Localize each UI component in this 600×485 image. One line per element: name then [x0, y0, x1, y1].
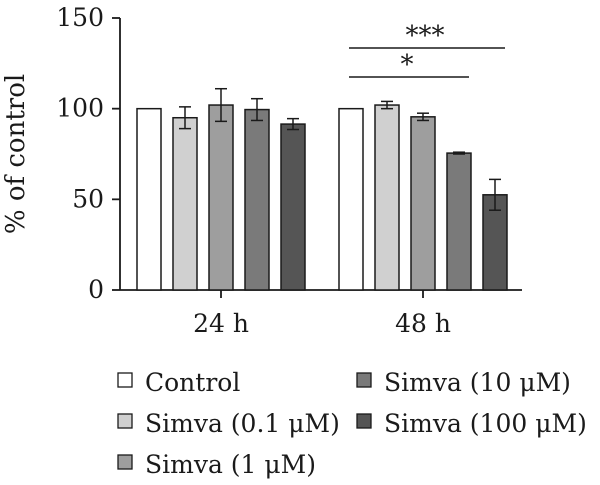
- legend-swatch: [356, 372, 372, 388]
- x-tick-label: 48 h: [395, 309, 451, 338]
- legend-label: Simva (100 μM): [384, 409, 587, 438]
- bar: [446, 152, 472, 291]
- y-tick-label: 150: [56, 3, 104, 32]
- legend-label: Simva (0.1 μM): [145, 409, 340, 438]
- bar: [136, 107, 162, 291]
- bar: [172, 116, 198, 291]
- legend-swatch: [117, 413, 133, 429]
- bar: [374, 104, 400, 291]
- bar: [280, 123, 306, 291]
- y-axis-label: % of control: [1, 74, 31, 234]
- legend-swatch: [356, 413, 372, 429]
- y-tick-label: 0: [88, 275, 104, 304]
- significance-label: ***: [406, 21, 445, 51]
- legend-swatch: [117, 372, 133, 388]
- bar: [244, 108, 270, 291]
- legend: Control Simva (0.1 μM) Simva (1 μM) Simva (…: [117, 368, 587, 479]
- x-tick-label: 24 h: [193, 309, 249, 338]
- legend-label: Simva (1 μM): [145, 450, 316, 479]
- bar: [410, 116, 436, 291]
- legend-label: Control: [145, 368, 240, 397]
- y-tick-label: 50: [72, 184, 104, 213]
- significance-label: *: [401, 50, 414, 80]
- bar: [208, 104, 234, 291]
- plot-area: 0 50 100 150 % of control 24 h 48 h ****: [1, 3, 522, 338]
- legend-label: Simva (10 μM): [384, 368, 571, 397]
- y-tick-label: 100: [56, 94, 104, 123]
- legend-swatch: [117, 454, 133, 470]
- bar: [338, 107, 364, 291]
